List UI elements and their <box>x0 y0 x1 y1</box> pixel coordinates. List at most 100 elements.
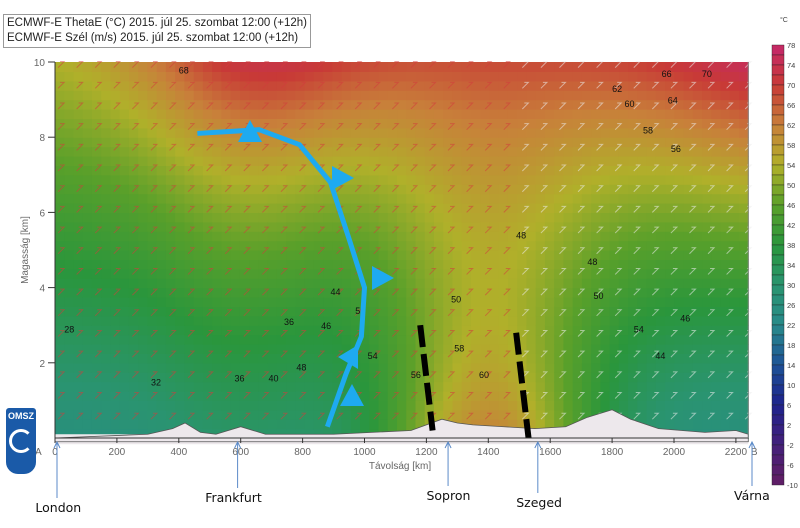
field-cell <box>156 184 167 195</box>
field-cell <box>341 334 352 345</box>
field-cell <box>591 174 601 185</box>
field-cell <box>665 156 675 166</box>
field-cell <box>470 184 481 195</box>
field-cell <box>304 334 315 345</box>
field-cell <box>489 278 500 289</box>
field-cell <box>221 334 232 345</box>
field-cell <box>128 99 139 110</box>
field-cell <box>554 306 565 317</box>
field-cell <box>101 62 112 72</box>
colorbar-tick-label: 38 <box>787 241 795 250</box>
field-cell <box>702 203 712 213</box>
field-cell <box>609 268 620 279</box>
field-cell <box>156 297 167 307</box>
field-cell <box>507 287 518 298</box>
field-cell <box>64 268 75 279</box>
field-cell <box>443 315 454 326</box>
field-cell <box>128 372 139 383</box>
field-cell <box>628 344 638 354</box>
field-cell <box>202 184 213 195</box>
field-cell <box>128 400 139 411</box>
field-cell <box>286 146 296 157</box>
field-cell <box>128 381 139 392</box>
wind-barb <box>113 164 122 172</box>
field-cell <box>526 325 537 336</box>
field-cell <box>360 419 370 430</box>
field-cell <box>387 118 398 129</box>
field-cell <box>230 325 241 336</box>
field-cell <box>581 334 592 345</box>
field-cell <box>230 297 241 307</box>
field-cell <box>323 325 333 336</box>
field-cell <box>498 62 509 72</box>
field-cell <box>711 353 722 364</box>
field-cell <box>128 109 139 119</box>
field-cell <box>165 334 176 345</box>
field-cell <box>544 109 555 119</box>
field-cell <box>304 268 315 279</box>
field-cell <box>276 419 287 430</box>
wind-barb <box>484 267 493 275</box>
wind-barb <box>707 247 716 255</box>
field-cell <box>452 193 463 204</box>
field-cell <box>397 344 407 354</box>
field-cell <box>507 362 518 373</box>
field-cell <box>720 353 731 364</box>
field-cell <box>674 381 685 392</box>
field-cell <box>674 156 685 166</box>
field-cell <box>480 118 491 129</box>
field-cell <box>138 62 149 72</box>
field-cell <box>295 99 306 110</box>
field-cell <box>720 250 731 260</box>
field-cell <box>110 90 121 101</box>
field-cell <box>544 259 555 270</box>
field-cell <box>350 193 361 204</box>
field-cell <box>628 391 638 401</box>
field-cell <box>193 165 204 176</box>
wind-barb <box>707 185 716 193</box>
field-cell <box>729 127 740 138</box>
field-cell <box>600 240 611 251</box>
field-cell <box>655 268 666 279</box>
field-cell <box>739 400 749 411</box>
field-cell <box>295 306 306 317</box>
contour-label: 40 <box>269 374 279 384</box>
field-cell <box>286 391 296 401</box>
field-cell <box>249 400 259 411</box>
field-cell <box>692 165 703 176</box>
field-cell <box>73 109 84 119</box>
field-cell <box>212 391 222 401</box>
wind-barb <box>707 205 716 213</box>
field-cell <box>655 259 666 270</box>
field-cell <box>665 278 675 289</box>
field-cell <box>507 165 518 176</box>
field-cell <box>563 184 574 195</box>
field-cell <box>461 381 472 392</box>
field-cell <box>323 409 333 420</box>
field-cell <box>184 240 195 251</box>
field-cell <box>276 80 287 91</box>
field-cell <box>692 268 703 279</box>
field-cell <box>313 127 324 138</box>
wind-barb <box>447 309 456 317</box>
colorbar-cell <box>771 84 785 96</box>
x-tick-label: 1800 <box>601 447 624 458</box>
field-cell <box>424 90 435 101</box>
field-cell <box>433 240 444 251</box>
field-cell <box>683 353 694 364</box>
field-cell <box>212 109 222 119</box>
field-cell <box>369 409 380 420</box>
field-cell <box>73 90 84 101</box>
field-cell <box>609 240 620 251</box>
field-cell <box>101 362 112 373</box>
field-cell <box>101 419 112 430</box>
field-cell <box>64 212 75 223</box>
field-cell <box>655 109 666 119</box>
field-cell <box>470 90 481 101</box>
field-cell <box>397 259 407 270</box>
wind-barb <box>540 61 549 68</box>
field-cell <box>517 278 528 289</box>
field-cell <box>637 109 648 119</box>
wind-barb <box>132 164 140 172</box>
field-cell <box>323 391 333 401</box>
